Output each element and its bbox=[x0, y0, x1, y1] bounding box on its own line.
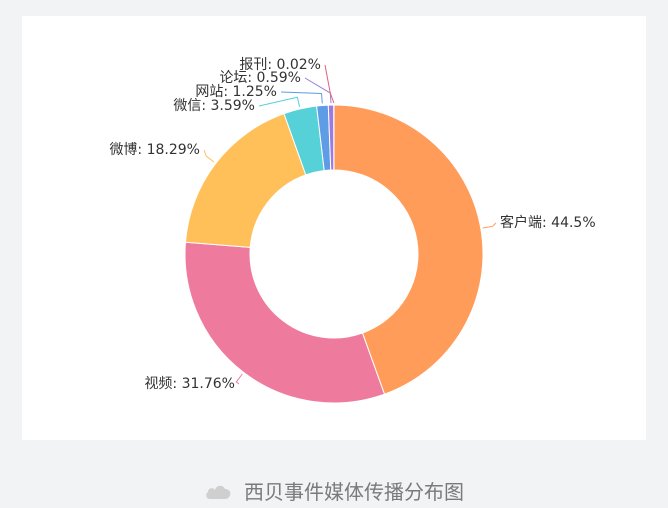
data-label-微博: 微博: 18.29% bbox=[109, 141, 200, 158]
chart-card: 客户端: 44.5% 视频: 31.76% 微博: 18.29% 微信: 3.59% 网… bbox=[22, 16, 646, 440]
data-label-论坛: 论坛: 0.59% bbox=[219, 70, 301, 86]
leader-line-报刊 bbox=[324, 64, 335, 104]
data-label-报刊: 报刊: 0.02% bbox=[239, 57, 321, 73]
figure-caption: 西贝事件媒体传播分布图 bbox=[0, 476, 668, 505]
data-label-微信: 微信: 3.59% bbox=[173, 98, 255, 114]
leader-line-微信 bbox=[258, 96, 301, 108]
caption-text: 西贝事件媒体传播分布图 bbox=[244, 480, 464, 504]
leader-line-论坛 bbox=[304, 77, 332, 104]
data-label-客户端: 客户端: 44.5% bbox=[500, 214, 596, 231]
slice-视频[interactable] bbox=[184, 241, 386, 404]
leader-line-视频 bbox=[235, 373, 243, 385]
leader-line-微博 bbox=[203, 149, 215, 163]
slice-微博[interactable] bbox=[184, 113, 307, 248]
cloud-icon bbox=[206, 485, 231, 499]
data-label-网站: 网站: 1.25% bbox=[195, 84, 277, 100]
slice-客户端[interactable] bbox=[333, 104, 484, 395]
donut-chart: 客户端: 44.5% 视频: 31.76% 微博: 18.29% 微信: 3.59%网… bbox=[109, 57, 596, 404]
data-label-视频: 视频: 31.76% bbox=[144, 376, 235, 392]
leader-line-客户端 bbox=[482, 222, 497, 229]
leader-line-网站 bbox=[280, 91, 323, 104]
